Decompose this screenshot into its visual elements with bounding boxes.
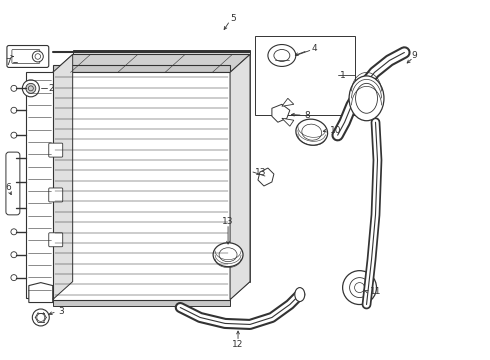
Circle shape xyxy=(11,229,17,235)
Text: 13: 13 xyxy=(255,167,267,176)
Text: 9: 9 xyxy=(412,51,417,60)
Ellipse shape xyxy=(268,45,296,67)
Text: 12: 12 xyxy=(232,340,244,349)
FancyBboxPatch shape xyxy=(7,45,49,67)
Text: 10: 10 xyxy=(330,126,341,135)
Polygon shape xyxy=(272,104,290,122)
Circle shape xyxy=(11,155,17,161)
Polygon shape xyxy=(53,66,230,72)
Polygon shape xyxy=(53,282,250,300)
Text: 1: 1 xyxy=(340,71,345,80)
Polygon shape xyxy=(53,300,230,306)
Polygon shape xyxy=(258,168,274,186)
Polygon shape xyxy=(53,72,230,300)
Polygon shape xyxy=(29,283,53,302)
Ellipse shape xyxy=(296,119,328,145)
Text: 8: 8 xyxy=(305,111,311,120)
Text: 5: 5 xyxy=(230,14,236,23)
Polygon shape xyxy=(26,72,53,298)
Ellipse shape xyxy=(349,76,384,121)
Polygon shape xyxy=(73,50,250,54)
Text: 13: 13 xyxy=(222,217,234,226)
Circle shape xyxy=(32,51,43,62)
Circle shape xyxy=(11,107,17,113)
Text: 3: 3 xyxy=(59,307,65,316)
Circle shape xyxy=(343,271,376,305)
FancyBboxPatch shape xyxy=(49,233,63,247)
FancyBboxPatch shape xyxy=(49,143,63,157)
Polygon shape xyxy=(282,98,294,106)
Text: 4: 4 xyxy=(312,44,318,53)
Ellipse shape xyxy=(213,243,243,267)
Circle shape xyxy=(11,205,17,211)
Circle shape xyxy=(26,84,36,93)
FancyBboxPatch shape xyxy=(49,188,63,202)
Circle shape xyxy=(11,252,17,258)
Polygon shape xyxy=(53,54,73,300)
Circle shape xyxy=(11,179,17,185)
Text: 6: 6 xyxy=(5,184,11,193)
Polygon shape xyxy=(53,54,250,72)
Circle shape xyxy=(11,275,17,280)
Text: 2: 2 xyxy=(49,84,54,93)
Polygon shape xyxy=(230,54,250,300)
Circle shape xyxy=(32,309,49,326)
Circle shape xyxy=(23,80,39,97)
FancyBboxPatch shape xyxy=(6,152,20,215)
Ellipse shape xyxy=(295,288,305,302)
Text: 11: 11 xyxy=(369,287,381,296)
Polygon shape xyxy=(282,118,294,126)
Text: 7: 7 xyxy=(5,58,11,67)
Circle shape xyxy=(11,85,17,91)
Polygon shape xyxy=(73,54,250,282)
Circle shape xyxy=(11,132,17,138)
